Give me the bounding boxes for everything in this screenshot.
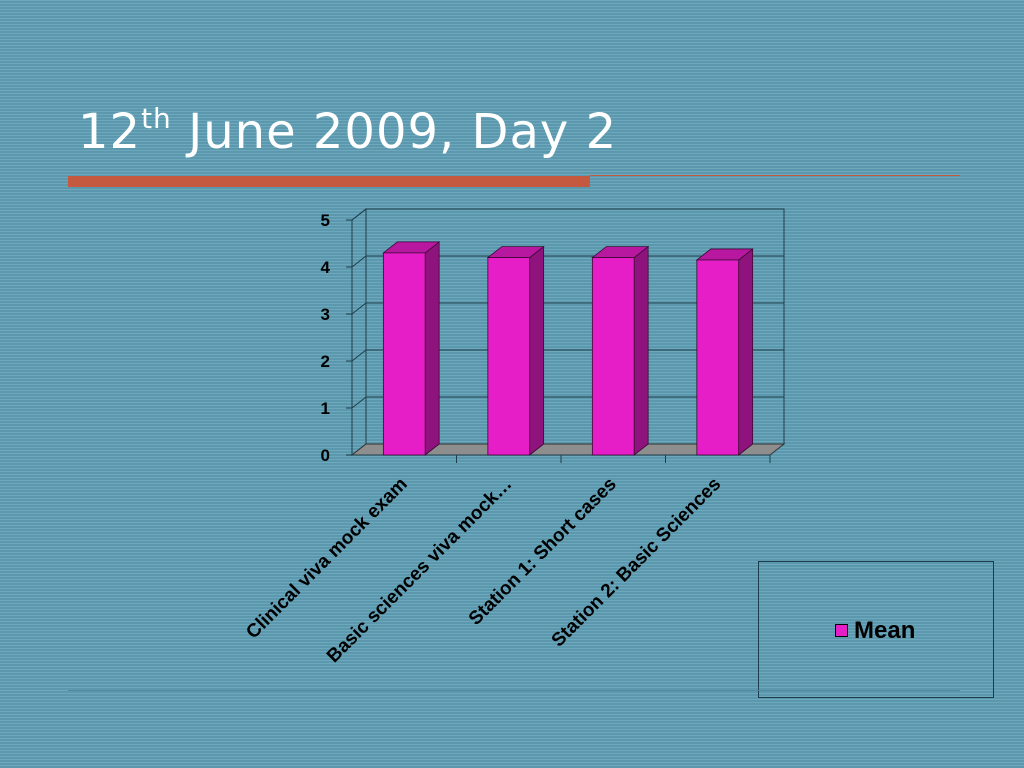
y-tick-label: 5 [321, 211, 330, 230]
bar-side [529, 245, 545, 456]
y-tick-label: 0 [321, 446, 330, 465]
bar-front [696, 259, 740, 456]
bar-side [424, 241, 440, 456]
bar [591, 245, 650, 456]
bar [382, 241, 441, 456]
legend-label-mean: Mean [854, 617, 916, 644]
title-accent-bar [68, 176, 590, 187]
bar [695, 248, 754, 456]
bar [486, 245, 545, 456]
y-tick-label: 4 [321, 258, 331, 277]
title-underline [590, 175, 960, 176]
chart-side-wall [351, 207, 367, 457]
y-tick-label: 3 [321, 305, 330, 324]
footer-divider [68, 690, 960, 691]
legend-swatch-mean [835, 624, 848, 637]
x-tick-label: Station 2: Basic Sciences [548, 474, 726, 652]
bar-side [633, 245, 649, 456]
y-tick-label: 1 [321, 399, 330, 418]
slide-title: 12th June 2009, Day 2 [78, 102, 618, 160]
bar-front [487, 257, 531, 456]
x-tick-label: Basic sciences viva mock… [323, 474, 516, 667]
gridline [351, 208, 784, 221]
bar-front [382, 252, 426, 456]
chart-legend: Mean [758, 561, 994, 698]
y-tick-label: 2 [321, 352, 330, 371]
bar-front [591, 257, 635, 456]
bar-side [738, 248, 754, 456]
